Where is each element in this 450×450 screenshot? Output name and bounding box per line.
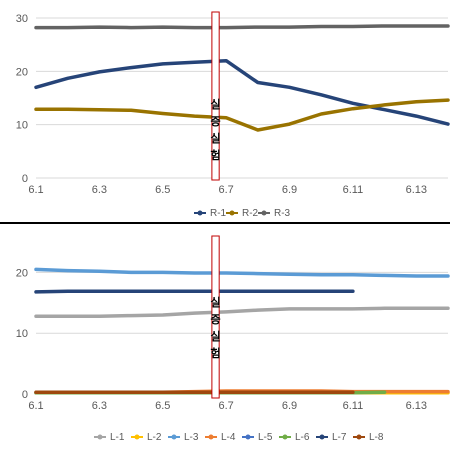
x-tick-label-6-7: 6.7 (219, 184, 234, 196)
legend-label-l-2: L-2 (147, 432, 162, 443)
x-tick-label-6-13: 6.13 (406, 184, 427, 196)
legend-label-l-4: L-4 (221, 432, 236, 443)
x-tick-label-6-3: 6.3 (92, 400, 107, 412)
chart-divider (0, 222, 450, 224)
x-tick-label-6-13: 6.13 (406, 400, 427, 412)
legend-label-r-1: R-1 (210, 208, 227, 219)
x-tick-label-6-11: 6.11 (343, 184, 364, 196)
annotation-char-2: 실 (210, 329, 220, 343)
x-tick-label-6-9: 6.9 (282, 184, 297, 196)
x-tick-label-6-3: 6.3 (92, 184, 107, 196)
series-line-l-3 (34, 267, 450, 278)
legend-marker-l-7 (319, 434, 325, 440)
x-tick-label-6-1: 6.1 (28, 400, 43, 412)
series-line-l-1 (34, 306, 450, 318)
legend-marker-l-6 (282, 434, 288, 440)
x-tick-label-6-11: 6.11 (343, 400, 364, 412)
legend-label-l-1: L-1 (110, 432, 125, 443)
annotation-char-0: 실 (210, 295, 220, 309)
y-tick-label-0: 0 (22, 389, 28, 401)
legend-label-r-3: R-3 (274, 208, 291, 219)
legend-marker-l-8 (356, 434, 362, 440)
legend-marker-l-1 (97, 434, 103, 440)
legend-marker-l-2 (134, 434, 140, 440)
series-line-r-2 (34, 98, 450, 132)
annotation-char-1: 증 (210, 313, 220, 326)
annotation-char-3: 험 (210, 346, 220, 360)
y-tick-label-20: 20 (16, 66, 28, 78)
legend-label-l-3: L-3 (184, 432, 199, 443)
x-tick-label-6-9: 6.9 (282, 400, 297, 412)
x-tick-label-6-5: 6.5 (155, 400, 170, 412)
y-tick-label-20: 20 (16, 267, 28, 279)
legend-marker-r-3 (261, 210, 267, 216)
annotation-char-0: 실 (210, 97, 220, 111)
y-tick-label-0: 0 (22, 173, 28, 185)
annotation-char-3: 험 (210, 148, 220, 162)
annotation-char-1: 증 (210, 115, 220, 128)
legend-marker-l-4 (208, 434, 214, 440)
annotation-box (211, 235, 220, 399)
series-line-r-3 (34, 24, 450, 30)
legend-label-l-8: L-8 (369, 432, 384, 443)
y-tick-label-10: 10 (16, 328, 28, 340)
y-tick-label-10: 10 (16, 120, 28, 132)
legend-label-l-7: L-7 (332, 432, 347, 443)
legend-marker-r-1 (197, 210, 203, 216)
annotation-box (211, 11, 220, 181)
legend-label-r-2: R-2 (242, 208, 259, 219)
series-line-r-1 (34, 58, 450, 126)
annotation-char-2: 실 (210, 131, 220, 145)
legend-marker-l-5 (245, 434, 251, 440)
legend-label-l-5: L-5 (258, 432, 273, 443)
legend-marker-r-2 (229, 210, 235, 216)
series-line-l-7 (34, 289, 355, 294)
legend-marker-l-3 (171, 434, 177, 440)
x-tick-label-6-1: 6.1 (28, 184, 43, 196)
legend-label-l-6: L-6 (295, 432, 310, 443)
x-tick-label-6-7: 6.7 (219, 400, 234, 412)
y-tick-label-30: 30 (16, 13, 28, 25)
x-tick-label-6-5: 6.5 (155, 184, 170, 196)
